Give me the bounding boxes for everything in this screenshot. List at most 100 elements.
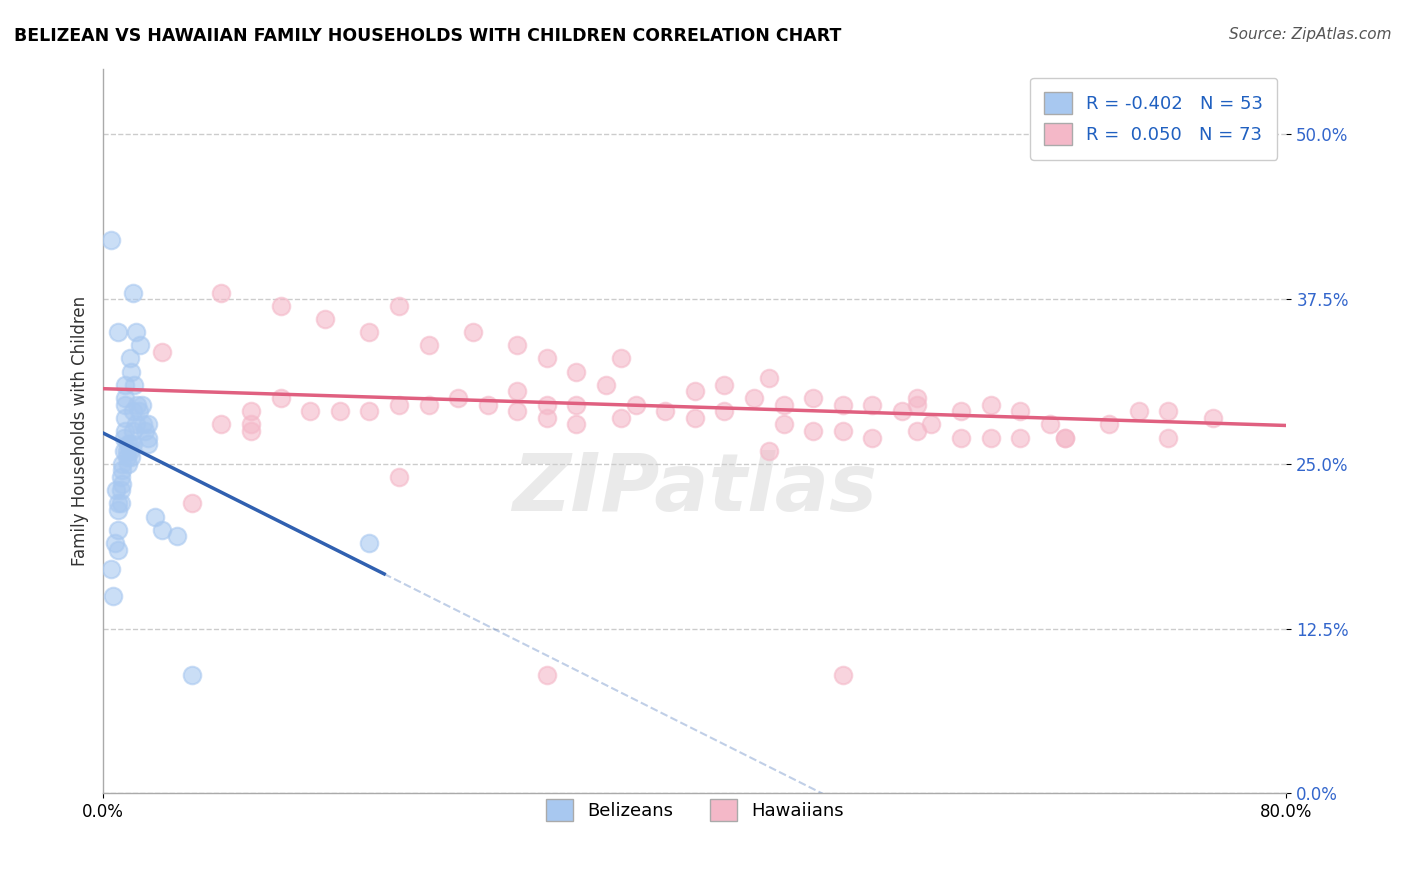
Point: [107, 325, 129, 339]
Point: [107, 523, 129, 537]
Point: [536, 410, 558, 425]
Point: [831, 667, 853, 681]
Point: [128, 404, 150, 418]
Point: [801, 424, 824, 438]
Point: [114, 410, 136, 425]
Point: [506, 338, 529, 352]
Point: [1157, 430, 1180, 444]
Point: [118, 437, 141, 451]
Point: [536, 667, 558, 681]
Point: [418, 398, 440, 412]
Point: [150, 523, 173, 537]
Point: [610, 351, 633, 366]
Point: [758, 443, 780, 458]
Point: [270, 391, 292, 405]
Point: [131, 398, 153, 412]
Text: BELIZEAN VS HAWAIIAN FAMILY HOUSEHOLDS WITH CHILDREN CORRELATION CHART: BELIZEAN VS HAWAIIAN FAMILY HOUSEHOLDS W…: [14, 27, 841, 45]
Point: [143, 509, 166, 524]
Point: [124, 325, 146, 339]
Point: [565, 417, 588, 432]
Point: [107, 542, 129, 557]
Point: [388, 470, 411, 484]
Point: [112, 443, 135, 458]
Point: [121, 404, 143, 418]
Point: [136, 437, 159, 451]
Point: [240, 417, 263, 432]
Point: [1201, 410, 1223, 425]
Point: [461, 325, 484, 339]
Point: [713, 404, 735, 418]
Point: [117, 457, 139, 471]
Point: [758, 371, 780, 385]
Point: [100, 562, 122, 576]
Point: [121, 437, 143, 451]
Point: [950, 430, 973, 444]
Text: Source: ZipAtlas.com: Source: ZipAtlas.com: [1229, 27, 1392, 42]
Point: [1098, 417, 1121, 432]
Point: [240, 404, 263, 418]
Point: [129, 338, 152, 352]
Point: [801, 391, 824, 405]
Point: [329, 404, 352, 418]
Point: [772, 417, 794, 432]
Point: [122, 377, 145, 392]
Point: [683, 384, 706, 399]
Point: [536, 351, 558, 366]
Point: [111, 463, 134, 477]
Point: [359, 404, 381, 418]
Point: [772, 398, 794, 412]
Text: ZIPatlas: ZIPatlas: [512, 450, 877, 528]
Point: [314, 312, 336, 326]
Point: [1039, 417, 1062, 432]
Point: [447, 391, 470, 405]
Point: [124, 417, 146, 432]
Point: [565, 398, 588, 412]
Point: [114, 398, 136, 412]
Point: [860, 430, 883, 444]
Point: [110, 483, 132, 498]
Point: [595, 377, 617, 392]
Point: [111, 457, 134, 471]
Point: [114, 391, 136, 405]
Point: [166, 529, 188, 543]
Point: [1157, 404, 1180, 418]
Point: [136, 417, 159, 432]
Point: [831, 398, 853, 412]
Point: [114, 377, 136, 392]
Point: [980, 398, 1002, 412]
Point: [211, 285, 233, 300]
Point: [920, 417, 942, 432]
Point: [103, 589, 125, 603]
Point: [742, 391, 765, 405]
Point: [118, 443, 141, 458]
Point: [127, 398, 149, 412]
Point: [105, 483, 128, 498]
Point: [980, 430, 1002, 444]
Point: [180, 667, 202, 681]
Point: [110, 470, 132, 484]
Point: [477, 398, 499, 412]
Point: [831, 424, 853, 438]
Point: [107, 503, 129, 517]
Point: [299, 404, 322, 418]
Point: [713, 377, 735, 392]
Legend: Belizeans, Hawaiians: Belizeans, Hawaiians: [531, 784, 858, 835]
Point: [120, 365, 142, 379]
Point: [134, 424, 156, 438]
Point: [388, 299, 411, 313]
Point: [100, 233, 122, 247]
Point: [112, 430, 135, 444]
Point: [1053, 128, 1076, 142]
Point: [654, 404, 676, 418]
Point: [950, 404, 973, 418]
Point: [683, 410, 706, 425]
Point: [110, 496, 132, 510]
Point: [115, 443, 138, 458]
Point: [890, 404, 912, 418]
Point: [117, 437, 139, 451]
Point: [132, 417, 155, 432]
Point: [211, 417, 233, 432]
Point: [1128, 404, 1150, 418]
Point: [905, 391, 928, 405]
Point: [536, 398, 558, 412]
